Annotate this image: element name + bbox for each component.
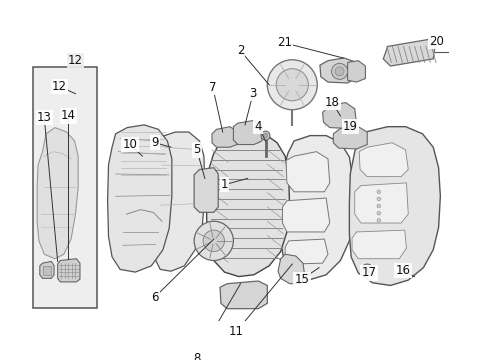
Circle shape: [377, 190, 381, 194]
Text: 1: 1: [220, 178, 228, 191]
Polygon shape: [58, 259, 80, 282]
Circle shape: [261, 131, 270, 140]
Polygon shape: [352, 230, 407, 259]
Text: 12: 12: [68, 54, 83, 67]
Text: 5: 5: [193, 143, 200, 156]
Circle shape: [377, 197, 381, 201]
Circle shape: [335, 67, 344, 76]
Polygon shape: [220, 281, 268, 309]
Polygon shape: [347, 61, 366, 82]
Text: 9: 9: [151, 136, 159, 149]
Text: 20: 20: [429, 35, 444, 48]
Polygon shape: [278, 254, 305, 284]
Text: 11: 11: [228, 325, 244, 338]
Polygon shape: [355, 183, 408, 223]
Polygon shape: [285, 239, 328, 264]
Polygon shape: [108, 125, 172, 272]
Circle shape: [377, 211, 381, 215]
Text: 12: 12: [52, 80, 67, 93]
Text: 7: 7: [209, 81, 217, 94]
Polygon shape: [233, 121, 262, 144]
Polygon shape: [207, 132, 290, 276]
Polygon shape: [212, 127, 237, 147]
Polygon shape: [286, 152, 330, 192]
Polygon shape: [322, 103, 357, 129]
Text: 18: 18: [325, 96, 340, 109]
Circle shape: [377, 219, 381, 222]
Text: 16: 16: [395, 264, 411, 277]
Circle shape: [377, 204, 381, 208]
Polygon shape: [155, 132, 205, 271]
Circle shape: [365, 267, 370, 272]
Text: 17: 17: [362, 266, 376, 279]
Polygon shape: [383, 39, 435, 66]
Polygon shape: [282, 136, 353, 280]
Polygon shape: [37, 127, 78, 259]
Circle shape: [332, 63, 347, 80]
Text: 6: 6: [151, 291, 159, 303]
Text: 8: 8: [193, 352, 200, 360]
Polygon shape: [40, 261, 54, 278]
Text: 10: 10: [122, 138, 137, 151]
Circle shape: [203, 230, 224, 252]
Polygon shape: [194, 168, 218, 212]
Bar: [33, 67, 97, 308]
Polygon shape: [359, 143, 408, 177]
Circle shape: [194, 221, 233, 261]
Text: 3: 3: [249, 87, 257, 100]
Text: 13: 13: [37, 111, 52, 124]
Text: 19: 19: [343, 120, 358, 133]
Polygon shape: [282, 198, 330, 232]
Circle shape: [276, 69, 308, 101]
Text: 21: 21: [277, 36, 292, 49]
Bar: [44, 266, 51, 275]
Circle shape: [263, 133, 268, 138]
Text: 2: 2: [237, 44, 245, 57]
Polygon shape: [349, 127, 441, 285]
Text: 15: 15: [294, 273, 310, 286]
Text: 4: 4: [255, 120, 262, 133]
Circle shape: [362, 264, 372, 275]
Circle shape: [268, 60, 317, 110]
Text: 14: 14: [61, 109, 76, 122]
Polygon shape: [333, 127, 367, 149]
Polygon shape: [320, 58, 358, 83]
